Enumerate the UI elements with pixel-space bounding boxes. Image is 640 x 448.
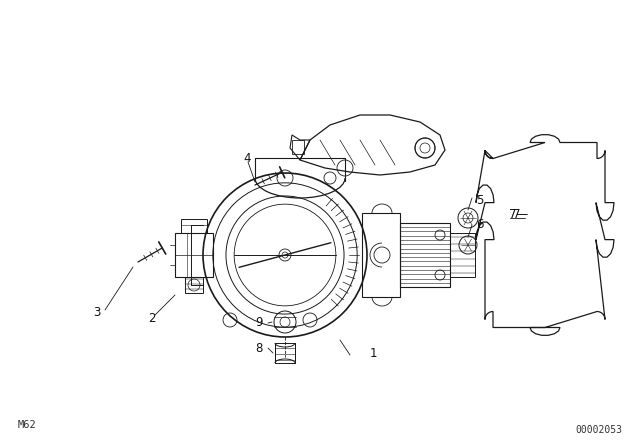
Text: 8: 8 xyxy=(255,341,262,354)
Text: 4: 4 xyxy=(243,151,250,164)
Bar xyxy=(450,233,475,277)
Text: 6: 6 xyxy=(476,217,483,231)
Text: M62: M62 xyxy=(18,420,36,430)
Bar xyxy=(175,233,213,277)
Bar xyxy=(185,277,203,293)
Text: 7: 7 xyxy=(513,207,520,220)
Text: 7—: 7— xyxy=(509,207,528,220)
Text: 9: 9 xyxy=(255,315,262,328)
Bar xyxy=(181,219,207,233)
Text: 5: 5 xyxy=(476,194,483,207)
Text: 1: 1 xyxy=(370,346,378,359)
Text: 00002053: 00002053 xyxy=(575,425,622,435)
Bar xyxy=(400,223,450,287)
Bar xyxy=(362,213,400,297)
Bar xyxy=(275,343,295,363)
Text: 2: 2 xyxy=(148,311,156,324)
Text: 3: 3 xyxy=(93,306,100,319)
Bar xyxy=(292,140,304,154)
